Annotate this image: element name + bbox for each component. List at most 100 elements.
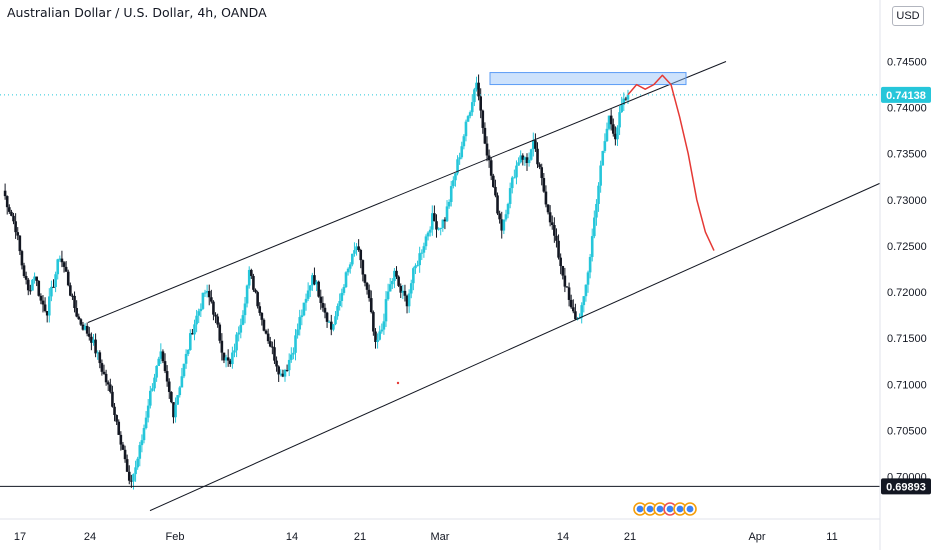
candle-body — [485, 143, 489, 156]
candle-body — [130, 480, 133, 482]
candle-body — [458, 157, 461, 160]
candle-body — [481, 110, 485, 128]
candle-body — [571, 307, 575, 312]
candle-body — [569, 299, 573, 308]
candle-body — [47, 296, 51, 316]
candle-body — [548, 212, 552, 223]
event-flag-icon-inner — [646, 505, 654, 513]
candle-body — [20, 251, 24, 266]
projection-path — [627, 74, 715, 251]
candle-body — [334, 316, 337, 325]
candle-body — [258, 306, 262, 313]
candle-body — [201, 292, 205, 309]
candle-body — [412, 268, 415, 284]
candle-body — [136, 458, 139, 468]
marker-dot — [396, 381, 400, 385]
candle-body — [624, 98, 628, 100]
time-tick-label: 11 — [826, 531, 837, 543]
candle-body — [45, 311, 49, 316]
candle-body — [384, 299, 388, 322]
channel-upper-line — [87, 61, 727, 323]
candle-body — [14, 221, 17, 233]
currency-button[interactable]: USD — [892, 6, 924, 26]
candle-body — [473, 89, 476, 103]
candle-body — [81, 324, 85, 330]
candle-body — [479, 96, 482, 111]
price-tick-label: 0.74000 — [887, 103, 927, 115]
candle-body — [521, 155, 525, 160]
candle-body — [94, 339, 97, 354]
candle-body — [344, 272, 348, 288]
candle-body — [203, 292, 207, 294]
candle-body — [237, 332, 240, 335]
candle-body — [304, 298, 308, 303]
candle-body — [403, 290, 407, 296]
candle-body — [127, 471, 131, 481]
candle-body — [348, 264, 352, 269]
candle-body — [477, 82, 480, 97]
candle-body — [266, 333, 270, 342]
price-tick-label: 0.70500 — [887, 425, 927, 437]
candle-body — [365, 282, 369, 290]
candle-body — [382, 321, 386, 330]
candle-body — [172, 402, 175, 418]
candle-body — [414, 265, 417, 269]
candle-body — [29, 290, 32, 292]
candle-body — [149, 390, 152, 406]
candle-body — [536, 148, 539, 165]
candle-body — [367, 289, 371, 299]
candle-body — [626, 94, 630, 100]
candle-body — [346, 268, 350, 273]
candle-body — [435, 221, 438, 230]
candle-body — [342, 287, 346, 293]
candle-body — [374, 331, 377, 342]
candle-body — [43, 304, 47, 312]
candle-body — [525, 157, 529, 164]
candle-body — [466, 116, 470, 122]
candle-body — [218, 324, 222, 341]
candle-body — [496, 195, 499, 214]
candle-body — [317, 281, 320, 297]
candle-body — [538, 164, 541, 168]
candle-body — [532, 140, 535, 150]
candle-body — [62, 262, 66, 267]
candle-body — [302, 302, 306, 316]
current-price-label-bg — [881, 86, 931, 103]
candle-body — [329, 321, 333, 330]
candle-body — [37, 280, 41, 296]
candle-body — [71, 295, 74, 297]
resistance-zone — [489, 72, 687, 86]
candle-body — [557, 240, 560, 258]
candle-body — [226, 357, 230, 361]
candle-body — [296, 329, 299, 336]
price-tick-label: 0.72500 — [887, 241, 927, 253]
candle-body — [64, 266, 68, 272]
candle-body — [605, 128, 609, 142]
candle-body — [357, 246, 360, 250]
symbol-title: Australian Dollar / U.S. Dollar, 4h, OAN… — [7, 5, 267, 20]
candle-body — [100, 363, 104, 372]
candle-body — [281, 373, 285, 377]
candle-body — [153, 377, 156, 389]
price-tick-label: 0.71500 — [887, 333, 927, 345]
candle-body — [325, 312, 329, 322]
candle-body — [529, 149, 533, 160]
candle-body — [121, 444, 125, 450]
candle-body — [283, 369, 287, 377]
candle-body — [422, 246, 426, 253]
candle-body — [614, 133, 617, 140]
candle-body — [243, 303, 247, 316]
event-flag-icon-inner — [666, 505, 674, 513]
price-tick-label: 0.73000 — [887, 195, 927, 207]
candle-body — [115, 415, 118, 422]
candle-body — [618, 112, 621, 128]
candle-body — [409, 283, 413, 294]
candle-body — [567, 287, 571, 300]
candle-body — [483, 127, 487, 144]
candle-body — [586, 272, 590, 285]
candle-body — [336, 306, 339, 317]
candle-body — [332, 324, 335, 330]
candle-body — [561, 266, 565, 276]
